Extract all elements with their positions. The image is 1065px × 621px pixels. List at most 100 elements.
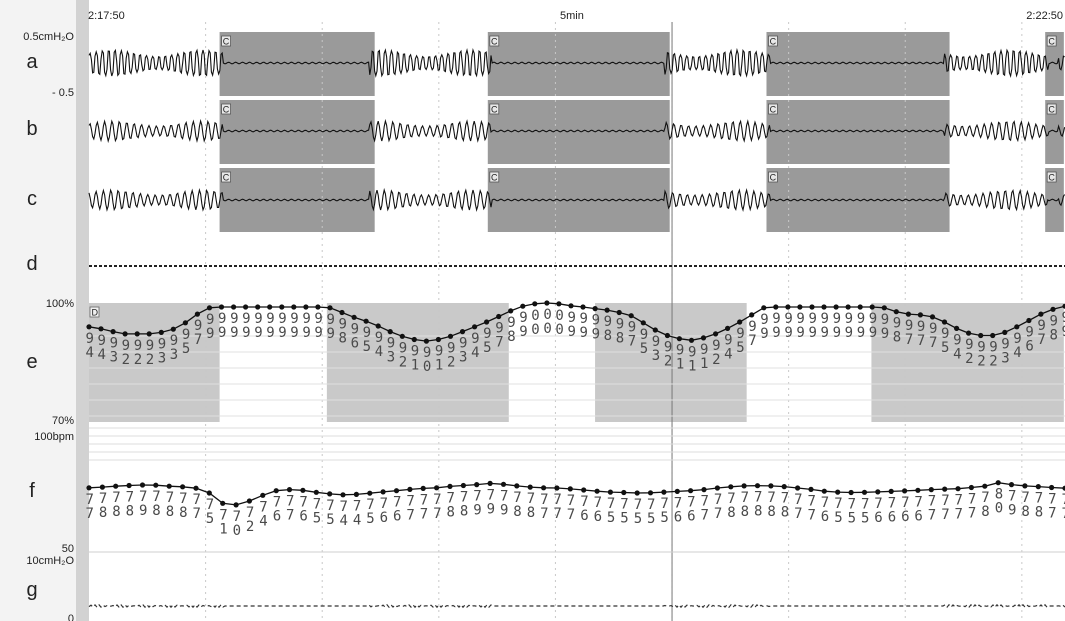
- trend-point-f: [99, 484, 105, 490]
- trend-value-ones-f: 8: [727, 505, 735, 521]
- trend-value-tens-f: 7: [607, 496, 615, 512]
- trend-value-tens-f: 7: [460, 490, 468, 506]
- trend-value-tens-f: 7: [340, 499, 348, 515]
- trend-value-tens-f: 7: [848, 497, 856, 513]
- apnea-marker-box: [1046, 103, 1057, 115]
- trend-value-ones-f: 7: [1048, 506, 1056, 522]
- trend-value-tens-f: 7: [313, 496, 321, 512]
- trend-value-tens-f: 7: [767, 490, 775, 506]
- trend-value-ones-e: 7: [1037, 332, 1045, 348]
- trend-point-f: [273, 488, 279, 494]
- trend-point-e: [315, 304, 321, 310]
- trend-value-ones-e: 5: [363, 339, 371, 355]
- trend-value-tens-e: 9: [158, 336, 166, 352]
- trend-value-ones-f: 5: [366, 511, 374, 527]
- trend-point-e: [966, 330, 972, 336]
- trend-point-f: [514, 483, 520, 489]
- spo2-marker-box: [89, 306, 100, 318]
- channel-label-c: c: [27, 188, 37, 210]
- trend-value-ones-f: 8: [767, 504, 775, 520]
- trend-point-f: [554, 485, 560, 491]
- trend-value-tens-e: 9: [568, 310, 576, 326]
- trend-value-tens-f: 7: [393, 495, 401, 511]
- trend-point-e: [496, 313, 502, 320]
- trend-value-tens-f: 7: [981, 490, 989, 506]
- apnea-marker-box: [768, 103, 778, 115]
- trend-point-f: [861, 489, 868, 495]
- trend-point-e: [809, 304, 815, 310]
- trend-value-ones-f: 7: [553, 506, 561, 522]
- trend-value-tens-e: 9: [399, 340, 407, 356]
- trend-point-e: [761, 305, 767, 311]
- trend-value-ones-e: 1: [688, 358, 696, 374]
- trend-value-tens-f: 7: [714, 492, 722, 508]
- trend-value-tens-e: 9: [929, 321, 937, 337]
- trend-value-ones-e: 9: [845, 325, 853, 341]
- trend-point-e: [616, 309, 622, 316]
- trend-value-ones-e: 7: [628, 334, 636, 350]
- trend-value-tens-f: 7: [941, 493, 949, 509]
- trend-value-ones-f: 5: [660, 510, 668, 526]
- trend-value-tens-e: 9: [339, 317, 347, 333]
- apnea-marker-box: [768, 35, 778, 47]
- apnea-marker-label: C: [491, 105, 498, 115]
- trend-value-tens-e: 9: [314, 311, 322, 327]
- trend-point-e: [170, 326, 176, 332]
- trend-point-f: [474, 482, 480, 488]
- trend-value-ones-e: 1: [676, 357, 684, 373]
- scale-top-e: 100%: [46, 298, 74, 310]
- trend-value-ones-e: 1: [700, 356, 708, 372]
- trend-value-ones-e: 2: [399, 354, 407, 370]
- trend-value-ones-e: 9: [568, 324, 576, 340]
- channel-label-g: g: [26, 579, 37, 601]
- trend-value-ones-f: 8: [513, 504, 521, 520]
- scale-bottom-g: 0: [68, 613, 74, 621]
- channel-label-e: e: [26, 351, 37, 373]
- trend-value-tens-e: 9: [784, 311, 792, 327]
- trend-value-tens-e: 9: [435, 344, 443, 360]
- trend-point-e: [218, 304, 225, 310]
- trend-value-tens-e: 9: [941, 326, 949, 342]
- apnea-marker-box: [1046, 171, 1057, 183]
- trend-value-tens-f: 7: [701, 494, 709, 510]
- trend-point-f: [313, 489, 319, 495]
- trend-value-tens-e: 9: [1050, 313, 1058, 329]
- trend-point-e: [688, 337, 695, 343]
- trend-value-ones-f: 7: [86, 506, 94, 522]
- trend-value-tens-e: 9: [676, 343, 684, 359]
- trend-value-tens-e: 9: [375, 330, 383, 346]
- trend-value-tens-e: 9: [917, 319, 925, 335]
- trend-value-ones-e: 7: [905, 332, 913, 348]
- time-mid-label: 5min: [560, 10, 584, 22]
- trend-point-f: [968, 484, 975, 491]
- trend-point-e: [580, 304, 586, 310]
- trend-value-ones-f: 8: [112, 504, 120, 520]
- trend-value-tens-e: 9: [230, 311, 238, 327]
- trend-value-ones-f: 7: [928, 508, 936, 524]
- trend-value-tens-e: 9: [182, 327, 190, 343]
- apnea-marker-box: [489, 103, 500, 115]
- trend-line-e: [88, 302, 1065, 342]
- trend-value-tens-f: 7: [233, 509, 241, 525]
- trend-value-ones-e: 6: [351, 335, 359, 351]
- trend-point-e: [122, 331, 128, 337]
- trend-value-ones-f: 8: [981, 504, 989, 520]
- trend-value-ones-f: 8: [754, 504, 762, 520]
- trend-point-e: [399, 333, 405, 339]
- trend-value-ones-e: 1: [435, 358, 443, 374]
- trend-point-f: [126, 482, 132, 489]
- apnea-marker-box: [489, 35, 500, 47]
- trend-value-tens-e: 9: [688, 344, 696, 360]
- trend-point-e: [423, 338, 429, 344]
- trend-value-tens-e: 9: [471, 331, 479, 347]
- trend-point-e: [604, 307, 610, 313]
- trend-value-ones-e: 4: [98, 347, 106, 363]
- trend-point-f: [768, 483, 774, 489]
- trend-point-e: [158, 329, 164, 335]
- trend-value-ones-e: 9: [278, 325, 286, 341]
- trend-point-f: [607, 489, 614, 495]
- trend-value-tens-e: 9: [1062, 310, 1065, 326]
- trend-value-ones-e: 3: [387, 350, 395, 366]
- trend-point-e: [472, 324, 478, 330]
- trend-value-ones-f: 2: [246, 519, 254, 535]
